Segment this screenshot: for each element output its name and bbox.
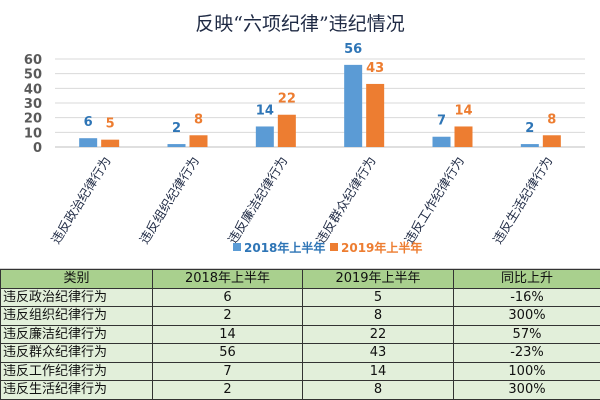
x-tick-label: 违反工作纪律行为 <box>401 154 467 247</box>
data-label: 22 <box>278 92 296 107</box>
table-row: 违反群众纪律行为 56 43 -23% <box>0 343 600 363</box>
data-label: 8 <box>194 112 203 127</box>
table-cell: 违反工作纪律行为 <box>0 361 153 381</box>
table-row: 违反工作纪律行为 7 14 100% <box>0 361 600 381</box>
table-cell: 违反生活纪律行为 <box>0 380 153 400</box>
table-cell: 22 <box>302 324 454 344</box>
table-cell: 2 <box>152 380 303 400</box>
bar <box>366 83 385 147</box>
bar <box>432 136 451 147</box>
data-label: 2 <box>525 121 534 136</box>
y-tick-label: 0 <box>33 141 42 156</box>
table-cell: 违反组织纪律行为 <box>0 306 153 326</box>
table-cell: 5 <box>302 287 454 307</box>
table-cell: 8 <box>302 306 454 326</box>
data-label: 43 <box>366 61 384 76</box>
column-header: 同比上升 <box>453 269 600 289</box>
table-cell: 违反廉洁纪律行为 <box>0 324 153 344</box>
table-row: 违反政治纪律行为 6 5 -16% <box>0 287 600 307</box>
table-cell: 6 <box>152 287 303 307</box>
column-header: 类别 <box>0 269 153 289</box>
data-label: 14 <box>454 103 472 118</box>
table-row: 违反廉洁纪律行为 14 22 57% <box>0 324 600 344</box>
bar <box>167 144 186 147</box>
table-cell: 43 <box>302 343 454 363</box>
table-cell: 300% <box>453 306 600 326</box>
table-row: 违反组织纪律行为 2 8 300% <box>0 306 600 326</box>
legend-swatch <box>330 243 338 251</box>
chart-title: 反映“六项纪律”违纪情况 <box>195 13 404 35</box>
table-cell: 2 <box>152 306 303 326</box>
bar <box>520 144 539 147</box>
bar <box>79 138 98 147</box>
table-cell: 14 <box>302 361 454 381</box>
table-cell: 8 <box>302 380 454 400</box>
bar <box>189 135 208 147</box>
y-tick-label: 20 <box>24 112 42 127</box>
x-tick-label: 违反廉洁纪律行为 <box>225 154 291 247</box>
bar <box>255 126 274 147</box>
table-cell: 100% <box>453 361 600 381</box>
column-header: 2018年上半年 <box>152 269 303 289</box>
data-label: 6 <box>84 115 93 130</box>
x-tick-label: 违反生活纪律行为 <box>490 154 556 247</box>
table-cell: 14 <box>152 324 303 344</box>
data-label: 7 <box>437 114 446 129</box>
table-cell: 57% <box>453 324 600 344</box>
table-cell: 违反政治纪律行为 <box>0 287 153 307</box>
legend-label: 2018年上半年 <box>244 240 325 255</box>
table-row: 违反生活纪律行为 2 8 300% <box>0 380 600 400</box>
table-header-row: 类别 2018年上半年 2019年上半年 同比上升 <box>0 269 600 289</box>
y-tick-label: 60 <box>24 53 42 68</box>
bar <box>344 64 363 147</box>
bar <box>454 126 473 147</box>
table-cell: -23% <box>453 343 600 363</box>
x-tick-label: 违反组织纪律行为 <box>136 154 202 247</box>
data-label: 56 <box>344 42 362 57</box>
y-tick-label: 10 <box>24 126 42 141</box>
table-cell: 7 <box>152 361 303 381</box>
legend-label: 2019年上半年 <box>341 240 422 255</box>
table-cell: 300% <box>453 380 600 400</box>
y-tick-label: 30 <box>24 97 42 112</box>
legend-swatch <box>233 243 241 251</box>
data-table: 类别 2018年上半年 2019年上半年 同比上升 违反政治纪律行为 6 5 -16% 违反组… <box>0 269 600 400</box>
data-label: 8 <box>547 112 556 127</box>
bar <box>101 139 120 147</box>
y-tick-label: 50 <box>24 68 42 83</box>
data-label: 5 <box>106 117 115 132</box>
data-label: 14 <box>256 103 274 118</box>
table-cell: 违反群众纪律行为 <box>0 343 153 363</box>
bar <box>277 114 296 147</box>
table-cell: -16% <box>453 287 600 307</box>
data-label: 2 <box>172 121 181 136</box>
column-header: 2019年上半年 <box>302 269 454 289</box>
x-tick-label: 违反政治纪律行为 <box>48 154 114 247</box>
table-cell: 56 <box>152 343 303 363</box>
x-tick-label: 违反群众纪律行为 <box>313 154 379 247</box>
y-tick-label: 40 <box>24 82 42 97</box>
bar <box>542 135 561 147</box>
